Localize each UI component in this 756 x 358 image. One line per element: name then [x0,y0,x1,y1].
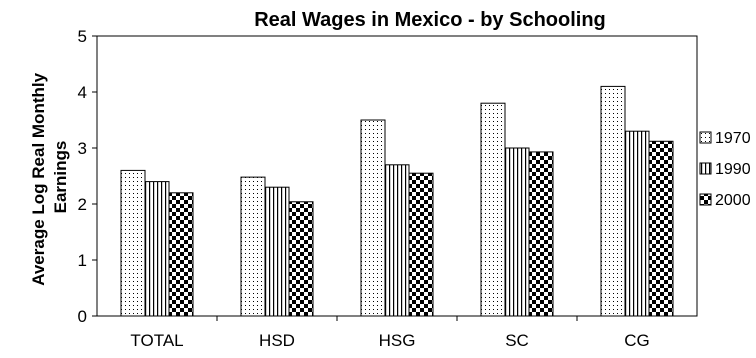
bar-cg-2000 [648,140,674,317]
legend-swatch-1990 [699,162,712,175]
bar-hsd-2000 [288,201,314,317]
plot-area: 0 1 2 3 4 5 TOTAL HSD HSG SC CG [78,27,698,350]
chart-title: Real Wages in Mexico - by Schooling [254,9,606,31]
y-tick-label: 4 [78,83,87,102]
bar-hsd-1990 [264,186,290,317]
bar-cg-1990 [624,130,650,317]
bar-total-1970 [120,169,146,317]
bar-hsg-1990 [384,164,410,317]
y-axis-label-line-2: Earnings [51,141,70,214]
bar-sc-1990 [504,147,530,317]
bar-cg-1970 [600,85,626,317]
y-tick-label: 5 [78,27,87,46]
bar-hsg-1970 [360,119,386,317]
x-category-label: SC [505,331,529,350]
bar-sc-1970 [480,102,506,317]
legend-label-1990: 1990 [715,161,751,178]
bar-total-2000 [168,192,194,317]
legend: 1970 1990 2000 [699,130,751,209]
bar-sc-2000 [528,151,554,317]
legend-label-1970: 1970 [715,130,751,147]
y-axis-label-line-1: Average Log Real Monthly [29,72,48,285]
y-tick-label: 1 [78,251,87,270]
bar-total-1990 [144,181,170,317]
y-tick-label: 0 [78,307,87,326]
legend-swatch-1970 [699,131,712,144]
x-category-label: TOTAL [130,331,183,350]
y-tick-label: 3 [78,139,87,158]
bar-hsd-1970 [240,176,266,317]
y-tick-label: 2 [78,195,87,214]
legend-swatch-2000 [699,193,712,206]
x-category-label: HSD [259,331,295,350]
x-category-label: CG [624,331,650,350]
legend-label-2000: 2000 [715,192,751,209]
y-axis-label: Average Log Real Monthly Earnings [29,68,70,286]
x-category-label: HSG [379,331,416,350]
bar-hsg-2000 [408,172,434,317]
